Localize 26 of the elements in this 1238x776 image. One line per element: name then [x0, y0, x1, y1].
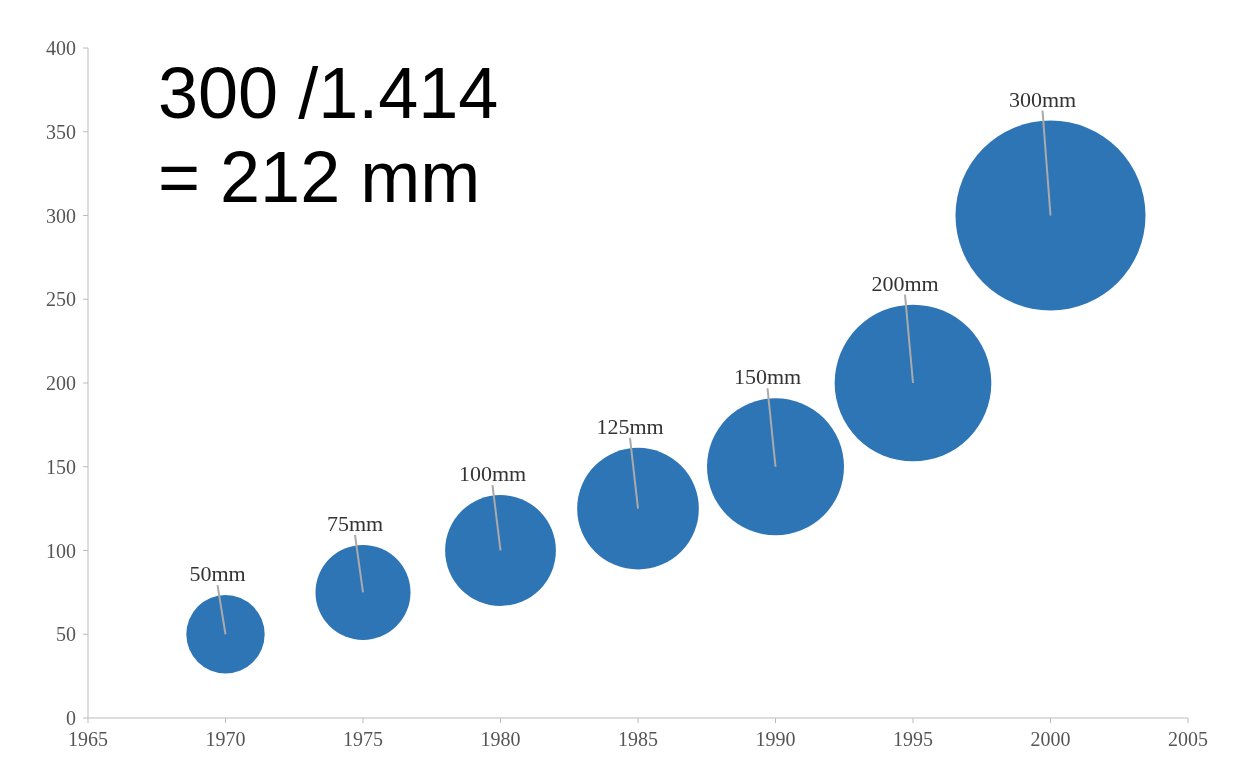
annotation: 200mm: [871, 270, 939, 296]
annotation: 100mm: [458, 461, 527, 487]
y-tick-label: 350: [46, 120, 76, 143]
y-tick-label: 100: [46, 539, 76, 562]
x-tick-label: 2000: [1030, 728, 1071, 750]
y-tick-label: 150: [46, 455, 76, 478]
x-tick-label: 1985: [618, 728, 658, 750]
annotation: 50mm: [189, 561, 246, 587]
x-tick-label: 1995: [893, 728, 933, 750]
x-tick-label: 1965: [68, 728, 108, 750]
y-tick-label: 400: [46, 37, 76, 59]
y-tick-label: 250: [46, 288, 76, 311]
y-tick-label: 300: [46, 204, 76, 227]
x-tick-label: 1975: [343, 728, 383, 750]
x-tick-label: 2005: [1168, 728, 1208, 750]
annotation: 300 /1.414 = 212 mm: [158, 53, 499, 217]
annotation: 75mm: [326, 510, 384, 536]
x-tick-label: 1970: [205, 728, 246, 750]
x-tick-label: 1990: [755, 728, 796, 750]
annotation: 150mm: [733, 364, 802, 390]
annotation: 300mm: [1008, 86, 1077, 112]
y-tick-label: 200: [46, 372, 76, 394]
annotation: 125mm: [596, 413, 664, 439]
y-tick-label: 0: [66, 707, 76, 729]
y-tick-label: 50: [56, 623, 76, 646]
x-tick-label: 1980: [480, 728, 521, 750]
